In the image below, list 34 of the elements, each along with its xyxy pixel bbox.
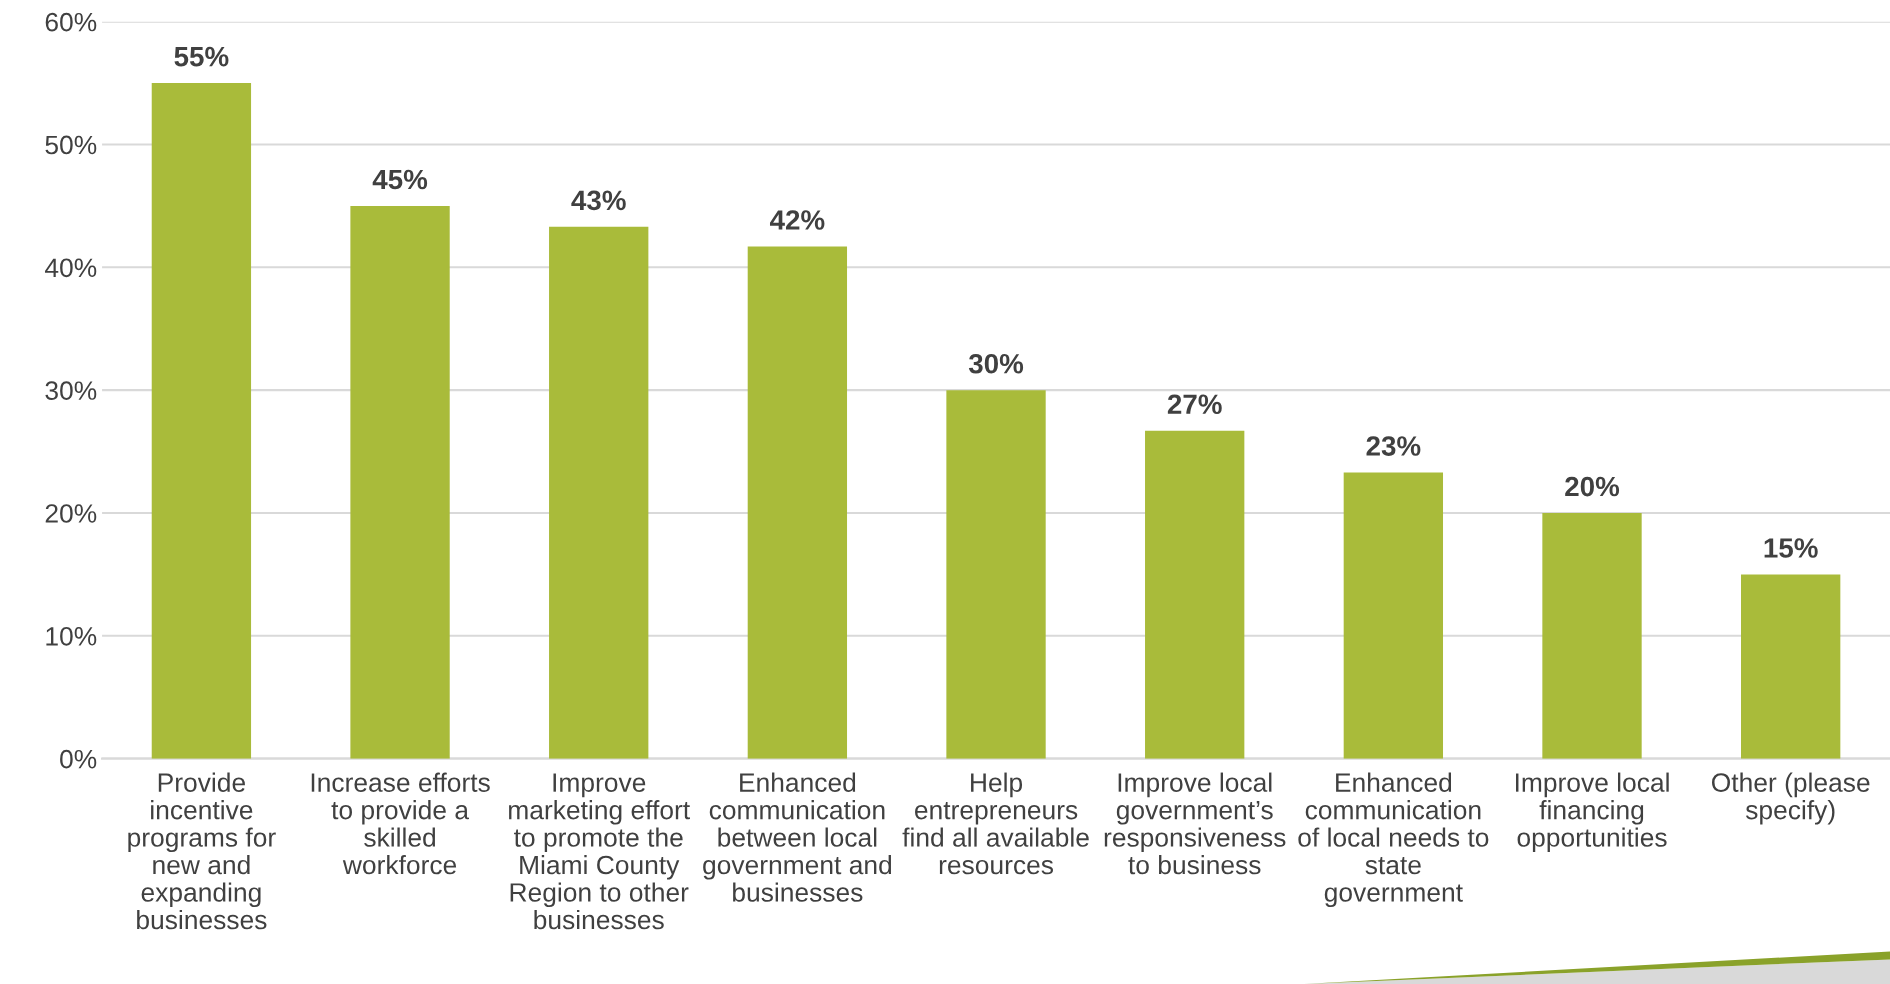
bar (151, 83, 252, 759)
bar (747, 246, 848, 759)
y-tick-label: 50% (45, 135, 97, 155)
data-label: 45% (372, 169, 428, 190)
x-tick-label: Improve marketing effort to promote the Miami County Region to other businesses (509, 773, 690, 930)
y-tick-label: 0% (60, 749, 97, 769)
bar (1741, 574, 1841, 759)
data-label: 15% (1764, 538, 1818, 558)
y-tick-label: 30% (45, 381, 97, 400)
x-tick-label: Other (please specify) (1711, 772, 1870, 825)
data-label: 23% (1366, 436, 1421, 456)
x-tick-label: Enhanced communication of local needs to state government (1298, 772, 1489, 908)
x-tick-label: Provide incentive programs for new and expanding businesses (128, 772, 276, 930)
data-label: 55% (174, 46, 229, 67)
y-tick-label: 40% (44, 258, 97, 278)
data-label: 20% (1565, 476, 1620, 497)
bar (350, 205, 450, 759)
x-tick-label: Enhanced communication between local government and businesses (703, 772, 892, 902)
data-label: 27% (1167, 394, 1222, 415)
data-label: 43% (571, 190, 626, 211)
data-label: 42% (769, 210, 825, 230)
bar (1145, 430, 1245, 759)
y-tick-label: 60% (45, 12, 97, 32)
bar (549, 226, 649, 759)
x-tick-label: Increase efforts to provide a skilled workforce (311, 772, 490, 875)
y-tick-label: 10% (46, 626, 97, 646)
x-tick-label: Improve local government’s responsiveness to business (1104, 772, 1286, 875)
x-tick-label: Help entrepreneurs find all available resources (902, 772, 1089, 875)
bar (1343, 472, 1444, 759)
data-label: 30% (968, 353, 1024, 374)
x-tick-label: Improve local financing opportunities (1515, 772, 1669, 853)
y-tick-label: 20% (45, 504, 97, 523)
bar (1542, 512, 1642, 759)
bar (946, 390, 1046, 759)
